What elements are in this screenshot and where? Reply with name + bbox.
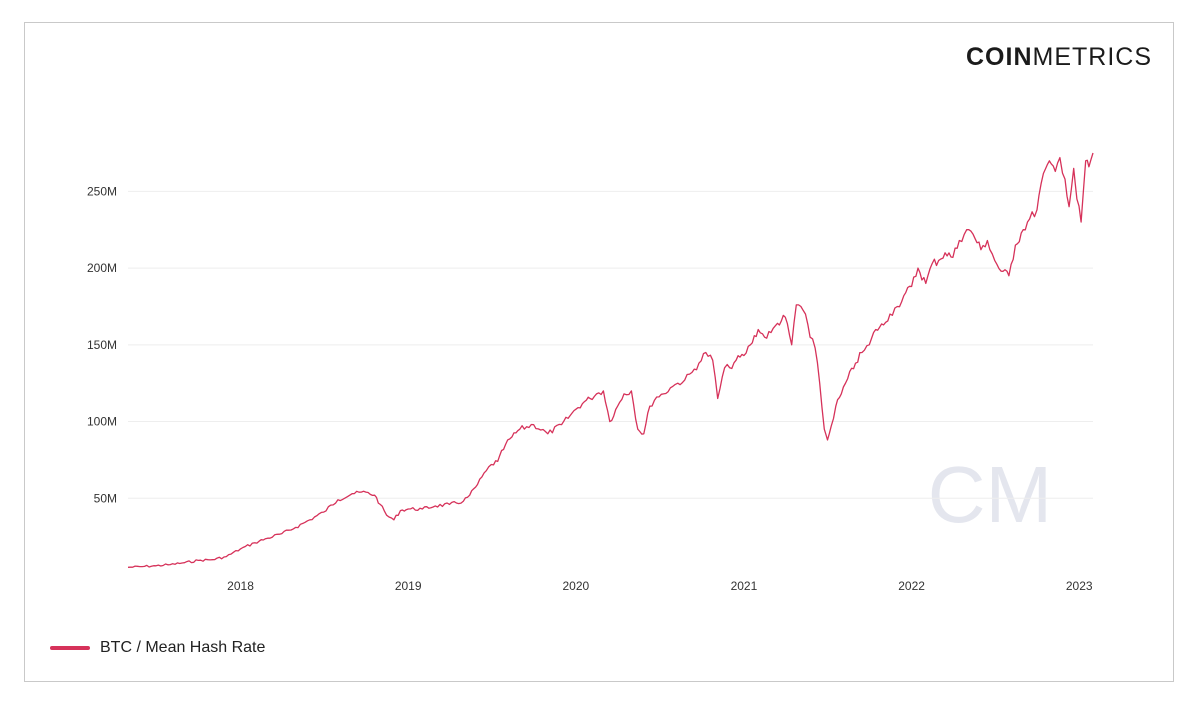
x-tick-label: 2021 xyxy=(731,579,758,593)
series-layer xyxy=(127,152,1094,568)
legend-label: BTC / Mean Hash Rate xyxy=(100,639,266,656)
coinmetrics-logo: COINMETRICS xyxy=(966,45,1152,70)
x-tick-label: 2019 xyxy=(395,579,422,593)
x-tick-label: 2023 xyxy=(1066,579,1093,593)
x-tick-label: 2020 xyxy=(562,579,589,593)
y-tick-label: 100M xyxy=(87,415,117,429)
x-axis-ticks: 2018 2019 2020 2021 2022 2023 xyxy=(227,579,1093,593)
y-tick-label: 250M xyxy=(87,184,117,198)
cm-watermark: CM xyxy=(928,450,1052,539)
y-tick-label: 200M xyxy=(87,261,117,275)
chart-frame xyxy=(24,22,1174,682)
y-tick-label: 150M xyxy=(87,338,117,352)
legend[interactable]: BTC / Mean Hash Rate xyxy=(50,639,265,657)
logo-light-text: METRICS xyxy=(1032,43,1152,71)
series-line-btc-mean-hash-rate xyxy=(127,152,1094,568)
legend-swatch xyxy=(50,646,90,650)
logo-bold-text: COIN xyxy=(966,43,1033,71)
y-axis-ticks: 50M 100M 150M 200M 250M xyxy=(87,184,117,505)
y-tick-label: 50M xyxy=(94,491,117,505)
x-tick-label: 2018 xyxy=(227,579,254,593)
x-tick-label: 2022 xyxy=(898,579,925,593)
